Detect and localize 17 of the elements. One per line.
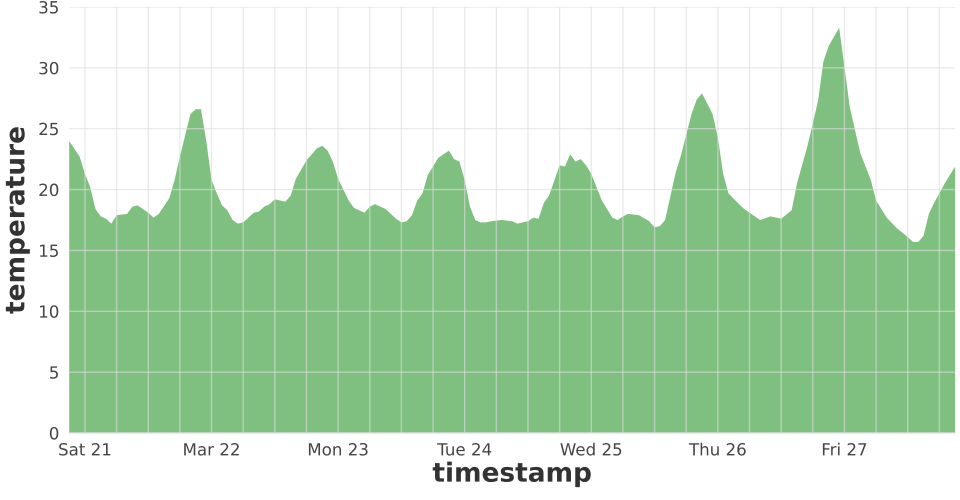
- y-tick-label: 30: [39, 62, 58, 74]
- x-tick-label: Mon 23: [308, 443, 368, 456]
- y-tick-label: 10: [40, 305, 58, 318]
- x-tick-label: Tue 24: [437, 443, 492, 456]
- x-tick-label: Wed 25: [560, 442, 622, 456]
- x-tick-label: Thu 26: [688, 442, 746, 456]
- x-tick-label: Fri 27: [822, 442, 866, 456]
- y-tick-label: 15: [40, 244, 58, 257]
- y-tick-label: 5: [50, 366, 58, 379]
- y-axis-title: temperature: [6, 127, 30, 314]
- x-tick-label: Sat 21: [59, 443, 110, 456]
- x-axis-title: timestamp: [432, 462, 591, 488]
- y-tick-label: 35: [39, 0, 58, 14]
- x-tick-label: Mar 22: [184, 443, 239, 456]
- y-tick-label: 0: [50, 426, 58, 440]
- y-tick-label: 25: [39, 122, 58, 136]
- y-tick-label: 20: [39, 184, 58, 196]
